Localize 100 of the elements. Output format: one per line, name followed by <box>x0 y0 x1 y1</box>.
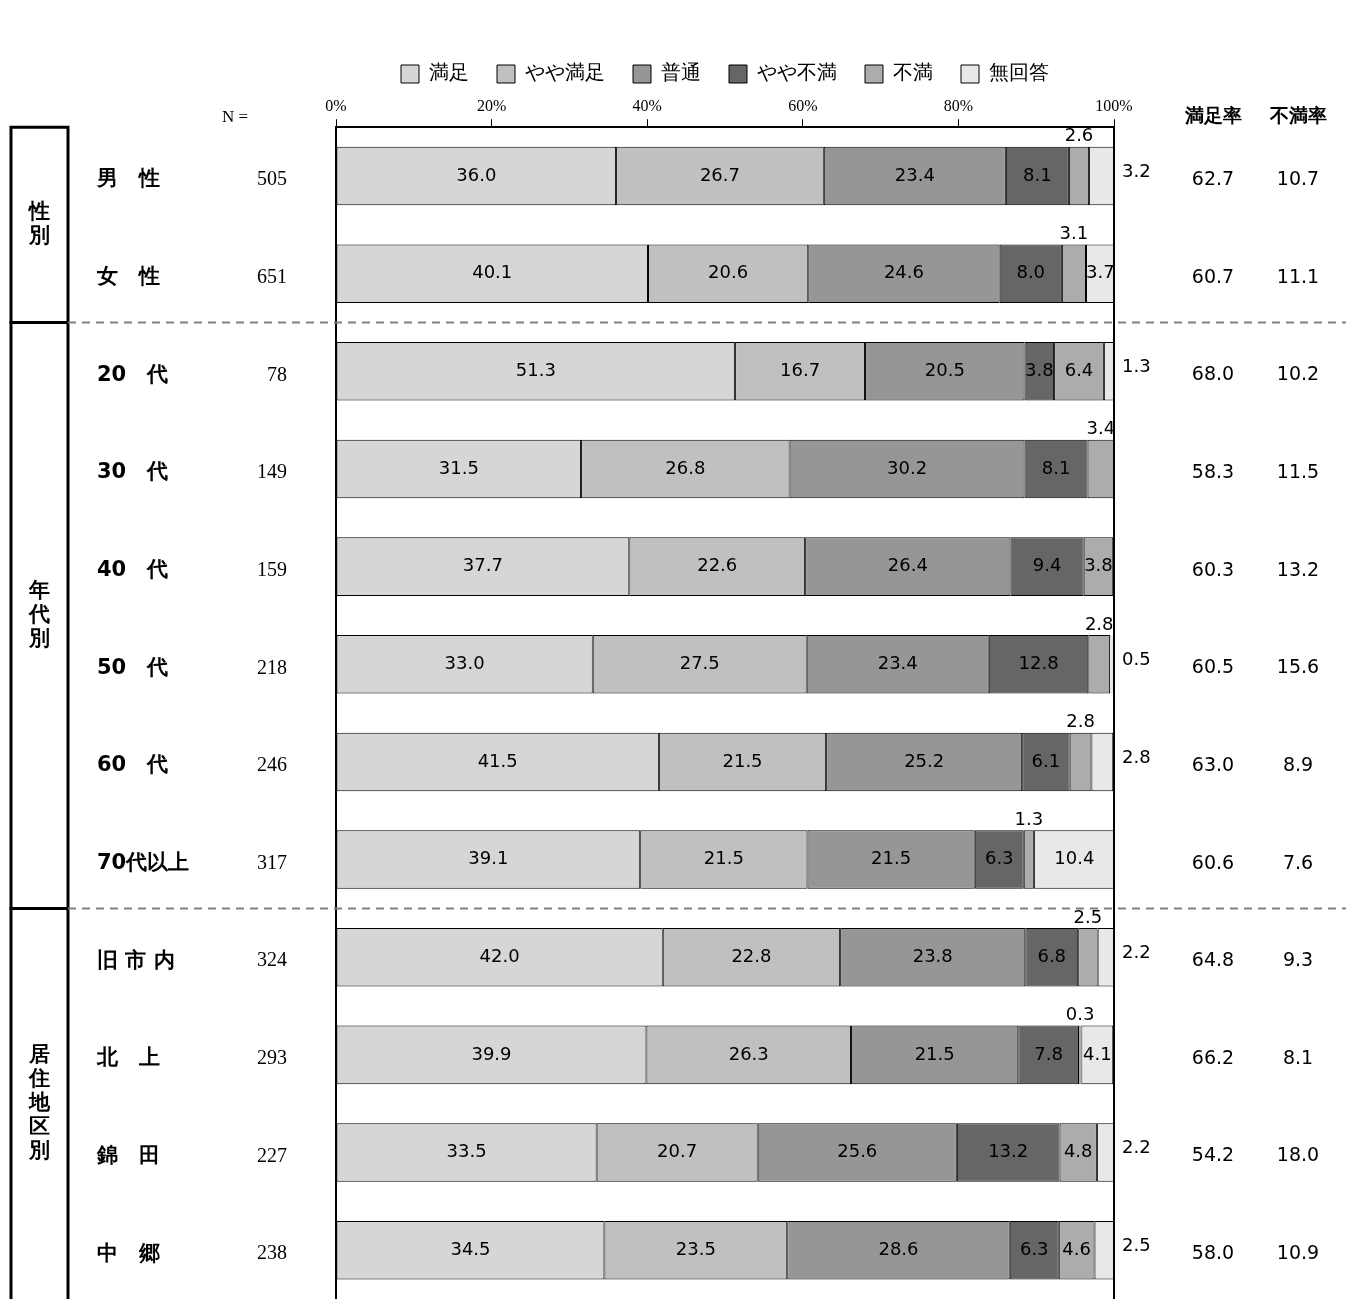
legend-label: やや満足 <box>525 60 605 85</box>
text: 年代別 <box>27 577 50 650</box>
data-label: 6.4 <box>1064 359 1094 380</box>
text: 13.2 <box>1276 557 1320 580</box>
data-label: 23.5 <box>675 1237 716 1259</box>
text: 11.5 <box>1276 459 1320 482</box>
data-label: 2.5 <box>1073 905 1103 927</box>
data-label: 26.7 <box>699 163 740 185</box>
data-label: 6.8 <box>1037 944 1067 966</box>
text: 149 <box>257 460 287 483</box>
text: 満足率 <box>1183 104 1242 127</box>
data-label: 21.5 <box>722 749 763 771</box>
text: 58.0 <box>1191 1241 1235 1264</box>
data-label: 25.2 <box>904 749 945 771</box>
data-label: 3.2 <box>1122 159 1151 181</box>
text: 10.9 <box>1276 1241 1320 1264</box>
text: 227 <box>257 1143 287 1166</box>
data-label: 34.5 <box>450 1237 491 1259</box>
y-tick-label: 中 郷 <box>97 1240 160 1265</box>
data-label: 4.6 <box>1062 1237 1091 1259</box>
data-label: 39.1 <box>468 847 509 869</box>
y-tick-label: 30 代 <box>97 459 169 484</box>
text: 10.7 <box>1276 166 1320 189</box>
text: 324 <box>257 948 287 971</box>
data-label: 26.4 <box>887 554 928 576</box>
data-label: 28.6 <box>878 1237 919 1259</box>
data-label: 24.6 <box>883 261 924 283</box>
data-label: 42.0 <box>479 944 520 966</box>
legend-label: やや不満 <box>757 60 837 85</box>
data-label: 37.7 <box>462 554 503 576</box>
text: 78 <box>267 362 287 385</box>
y-tick-label: 男 性 <box>96 166 160 191</box>
data-label: 4.1 <box>1082 1042 1112 1064</box>
y-tick-label: 北 上 <box>96 1045 160 1070</box>
text: 不満率 <box>1268 104 1327 127</box>
legend-label: 不満 <box>893 60 933 85</box>
text: 293 <box>257 1046 287 1069</box>
y-tick-label: 女 性 <box>96 264 160 289</box>
text: 62.7 <box>1191 166 1235 189</box>
x-tick-label: 100% <box>1095 96 1133 114</box>
data-label: 8.0 <box>1016 261 1046 283</box>
data-label: 3.1 <box>1059 222 1089 244</box>
data-label: 4.8 <box>1063 1140 1093 1162</box>
data-label: 2.2 <box>1122 1136 1151 1158</box>
text: 8.1 <box>1282 1045 1314 1068</box>
x-tick-label: 40% <box>632 96 662 114</box>
text: 18.0 <box>1276 1143 1320 1166</box>
text: 7.6 <box>1282 850 1314 873</box>
data-label: 6.3 <box>1019 1237 1049 1259</box>
data-label: 16.7 <box>780 359 821 380</box>
data-label: 2.2 <box>1122 940 1151 962</box>
x-tick-label: 0% <box>325 96 347 114</box>
data-label: 21.5 <box>914 1042 955 1064</box>
data-label: 3.8 <box>1024 359 1054 380</box>
legend-label: 無回答 <box>989 60 1049 85</box>
text: 15.6 <box>1276 655 1320 678</box>
x-tick-label: 20% <box>476 96 507 114</box>
data-label: 2.6 <box>1064 124 1094 146</box>
data-label: 2.8 <box>1122 745 1151 767</box>
data-label: 36.0 <box>456 163 497 185</box>
text: 505 <box>257 167 287 190</box>
data-label: 27.5 <box>679 651 720 673</box>
text: 246 <box>257 753 287 776</box>
text: 11.1 <box>1276 264 1320 287</box>
text: 317 <box>257 850 287 873</box>
y-tick-label: 60 代 <box>97 752 169 777</box>
text: 238 <box>257 1241 287 1264</box>
data-label: 9.4 <box>1032 554 1062 576</box>
legend-label: 普通 <box>661 60 701 85</box>
text: 9.3 <box>1282 948 1314 971</box>
data-label: 51.3 <box>515 359 556 380</box>
text: 60.3 <box>1191 557 1235 580</box>
text: 60.7 <box>1191 264 1235 287</box>
y-tick-label: 50 代 <box>97 654 169 679</box>
data-label: 40.1 <box>472 261 513 283</box>
text: 218 <box>257 655 287 678</box>
data-label: 0.3 <box>1065 1003 1095 1025</box>
text: 性別 <box>26 199 50 248</box>
data-label: 12.8 <box>1018 651 1059 673</box>
data-label: 23.4 <box>894 163 935 185</box>
text: 68.0 <box>1191 362 1235 385</box>
data-label: 31.5 <box>438 456 479 478</box>
data-label: 39.9 <box>471 1042 512 1064</box>
data-label: 8.1 <box>1023 163 1052 185</box>
data-label: 20.6 <box>708 261 749 283</box>
text: 63.0 <box>1191 752 1235 775</box>
data-label: 6.3 <box>984 847 1014 869</box>
data-label: 33.5 <box>446 1140 487 1162</box>
y-tick-label: 40 代 <box>97 557 169 582</box>
data-label: 13.2 <box>988 1140 1029 1162</box>
data-label: 1.3 <box>1014 807 1044 829</box>
data-label: 22.6 <box>697 554 738 576</box>
text: 10.2 <box>1276 362 1320 385</box>
text: 64.8 <box>1191 948 1235 971</box>
data-label: 2.8 <box>1084 612 1114 634</box>
data-label: 3.8 <box>1084 554 1113 576</box>
data-label: 1.3 <box>1122 355 1151 376</box>
text: 651 <box>257 264 287 287</box>
text: 60.5 <box>1191 655 1235 678</box>
text: 60.6 <box>1191 850 1235 873</box>
